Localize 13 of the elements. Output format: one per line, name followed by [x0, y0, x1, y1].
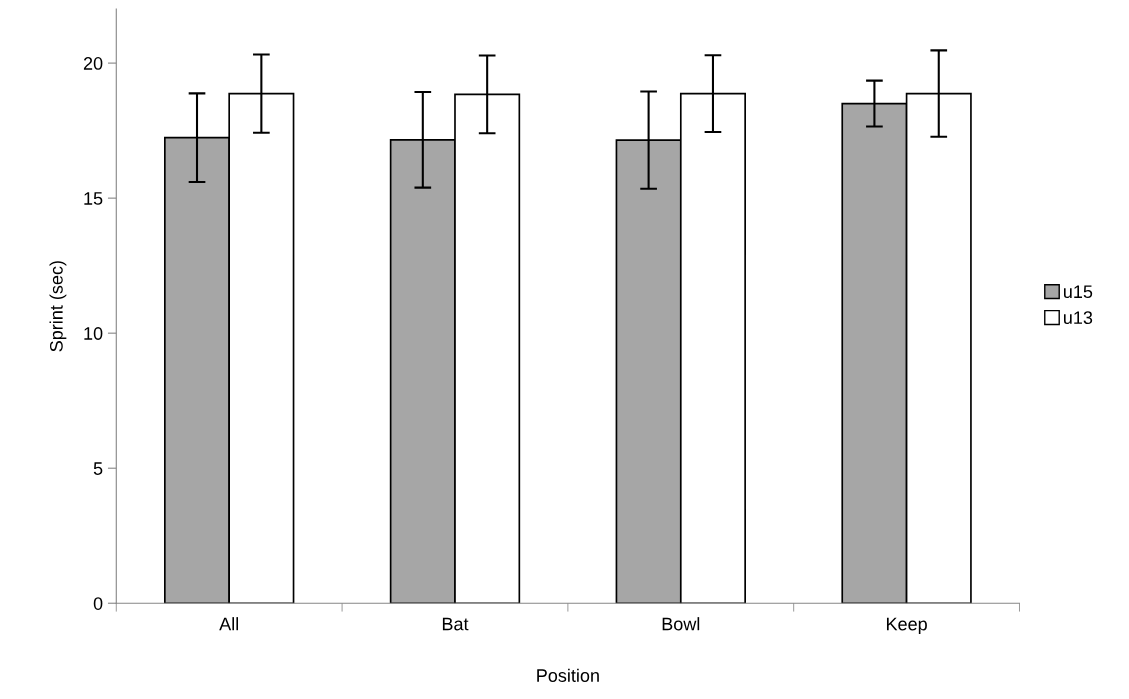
x-tick-label: Keep [886, 617, 927, 634]
y-tick-label: 20 [83, 57, 103, 70]
y-tick-label: 5 [93, 462, 103, 475]
x-tick-label: All [219, 617, 239, 631]
x-tick-label: Bat [442, 617, 469, 631]
y-tick-label: 0 [93, 597, 103, 610]
legend-label: u13 [1064, 311, 1093, 325]
x-tick-label: Bowl [662, 617, 700, 631]
legend-label: u15 [1064, 285, 1093, 299]
y-axis-title: Sprint (sec) [49, 261, 67, 352]
y-tick-label: 10 [84, 327, 103, 340]
x-axis-title: Position [537, 668, 599, 682]
y-tick-label: 15 [84, 192, 103, 205]
